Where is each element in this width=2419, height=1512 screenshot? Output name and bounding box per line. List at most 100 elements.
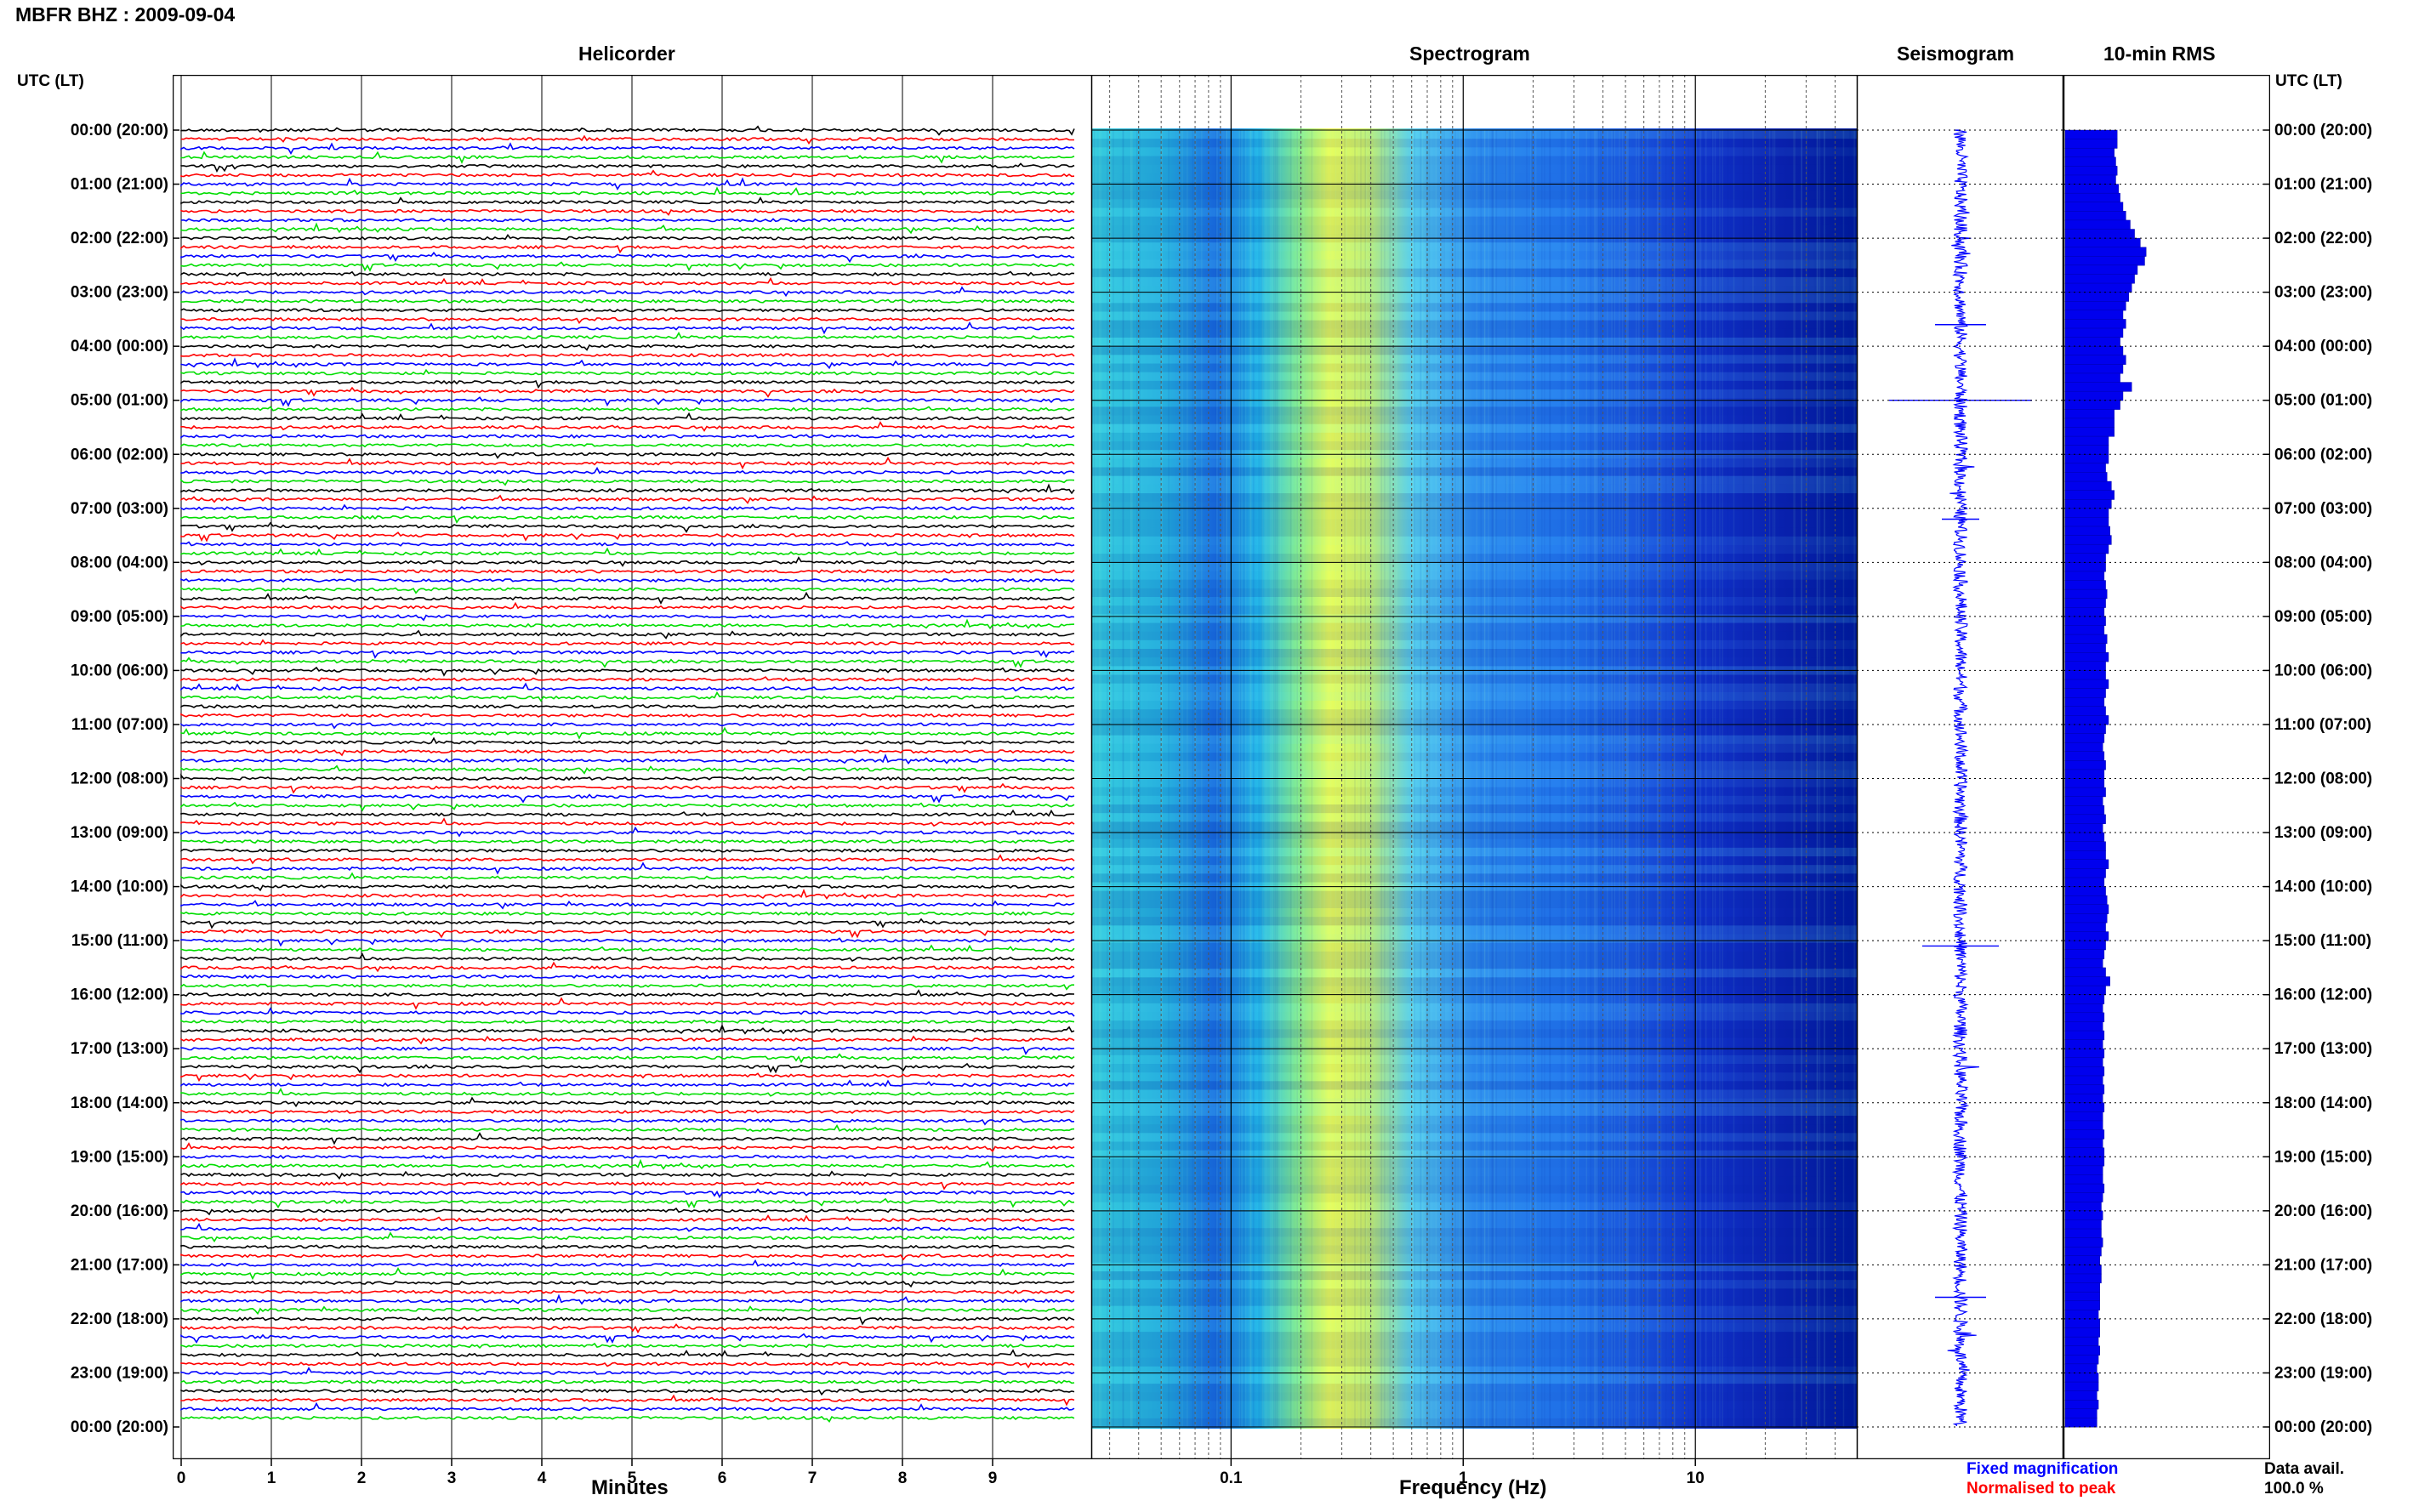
helicorder-trace (180, 456, 1075, 470)
minute-tick-label: 1 (267, 1469, 276, 1487)
helicorder-trace (180, 177, 1075, 190)
spectrogram-row (1091, 389, 1858, 399)
spectrogram-row (1091, 475, 1858, 485)
helicorder-trace (180, 889, 1075, 900)
time-label-left: 08:00 (04:00) (71, 554, 168, 571)
spectrogram-row (1091, 1089, 1858, 1099)
helicorder-trace (180, 368, 1075, 376)
spectrogram-row (1091, 199, 1858, 208)
helicorder-trace (180, 186, 1075, 196)
spectrogram-row (1091, 856, 1858, 866)
spectrogram-row (1091, 1106, 1858, 1116)
helicorder-trace (180, 826, 1075, 838)
spectrogram-row (1091, 216, 1858, 225)
helicorder-trace (180, 983, 1074, 991)
rms-bar (2064, 1418, 2097, 1428)
time-label-right: 22:00 (18:00) (2274, 1310, 2372, 1328)
spectrogram-row (1091, 1375, 1858, 1384)
spectrogram-row (1091, 994, 1858, 1003)
spectrogram-row (1091, 1392, 1858, 1401)
rms-plot (2063, 75, 2270, 1459)
spectrogram-row (1091, 1262, 1858, 1271)
spectrogram-row (1091, 1158, 1858, 1168)
helicorder-trace (180, 601, 1075, 610)
spectrogram-row (1091, 1332, 1858, 1341)
helicorder-trace (180, 1401, 1075, 1412)
spectrogram-row (1091, 908, 1858, 918)
spectrogram-row (1091, 657, 1858, 667)
helicorder-trace (180, 1132, 1075, 1145)
helicorder-trace (180, 974, 1075, 980)
helicorder-trace (180, 244, 1075, 254)
time-label-left: 12:00 (08:00) (71, 770, 168, 788)
time-label-left: 16:00 (12:00) (71, 986, 168, 1004)
spectrogram-row (1091, 934, 1858, 943)
time-label-right: 12:00 (08:00) (2274, 770, 2372, 788)
spectrogram-row (1091, 622, 1858, 632)
spectrogram-row (1091, 493, 1858, 503)
spectrogram-row (1091, 761, 1858, 770)
time-label-left: 00:00 (20:00) (71, 122, 168, 139)
spectrogram-row (1091, 415, 1858, 424)
spectrogram-row (1091, 458, 1858, 468)
spectrogram-row (1091, 311, 1858, 321)
spectrogram-row (1091, 1054, 1858, 1064)
helicorder-trace (180, 773, 1075, 782)
time-label-right: 10:00 (06:00) (2274, 662, 2372, 679)
helicorder-trace (180, 1158, 1075, 1170)
time-label-left: 06:00 (02:00) (71, 446, 168, 463)
data-avail-value: 100.0 % (2264, 1480, 2324, 1498)
time-label-left: 18:00 (14:00) (71, 1094, 168, 1112)
helicorder-trace (180, 521, 1075, 533)
spectrogram-row (1091, 597, 1858, 606)
helicorder-trace (180, 703, 1075, 709)
minute-tick-label: 2 (357, 1469, 367, 1487)
helicorder-trace (180, 1415, 1075, 1423)
spectrogram-row (1091, 1081, 1858, 1090)
spectrogram-row (1091, 1176, 1858, 1185)
spectrogram-row (1091, 1185, 1858, 1194)
spectrogram-row (1091, 1168, 1858, 1177)
helicorder-trace (180, 1035, 1075, 1045)
spectrogram-row (1091, 813, 1858, 822)
frequency-tick-label: 10 (1687, 1469, 1705, 1487)
helicorder-trace (180, 1305, 1075, 1316)
time-label-right: 19:00 (15:00) (2274, 1148, 2372, 1166)
helicorder-trace (180, 541, 1075, 547)
helicorder-trace (180, 676, 1075, 682)
spectrogram-row (1091, 1150, 1858, 1159)
helicorder-trace (180, 817, 1075, 827)
helicorder-trace (180, 782, 1075, 794)
spectrogram-row (1091, 1236, 1858, 1246)
spectrogram-row (1091, 588, 1858, 597)
helicorder-trace (180, 854, 1075, 865)
helicorder-trace (180, 1087, 1075, 1097)
spectrogram-row (1091, 467, 1858, 476)
helicorder-trace (180, 134, 1074, 145)
helicorder-trace (180, 1072, 1075, 1083)
spectrogram-row (1091, 190, 1858, 200)
helicorder-trace (180, 412, 1075, 421)
frequency-tick-label: 0.1 (1220, 1469, 1243, 1487)
spectrogram-row (1091, 1271, 1858, 1281)
helicorder-trace (180, 321, 1075, 335)
helicorder-trace (180, 1222, 1075, 1232)
spectrogram-row (1091, 363, 1858, 372)
helicorder-trace (180, 911, 1075, 917)
helicorder-trace (180, 162, 1075, 173)
time-label-left: 04:00 (00:00) (71, 338, 168, 355)
helicorder-trace (180, 276, 1075, 286)
spectrogram-row (1091, 1029, 1858, 1038)
helicorder-trace (180, 1208, 1075, 1216)
time-label-left: 14:00 (10:00) (71, 878, 168, 896)
spectrogram-row (1091, 164, 1858, 173)
seismogram-title: Seismogram (1897, 43, 2015, 65)
time-label-left: 11:00 (07:00) (71, 716, 168, 734)
helicorder-trace (180, 1244, 1075, 1249)
helicorder-trace (180, 801, 1075, 812)
helicorder-trace (180, 1154, 1075, 1159)
helicorder-trace (180, 1361, 1075, 1369)
helicorder-trace (180, 900, 1075, 910)
data-avail-label: Data avail. (2264, 1460, 2344, 1478)
spectrogram-row (1091, 631, 1858, 640)
